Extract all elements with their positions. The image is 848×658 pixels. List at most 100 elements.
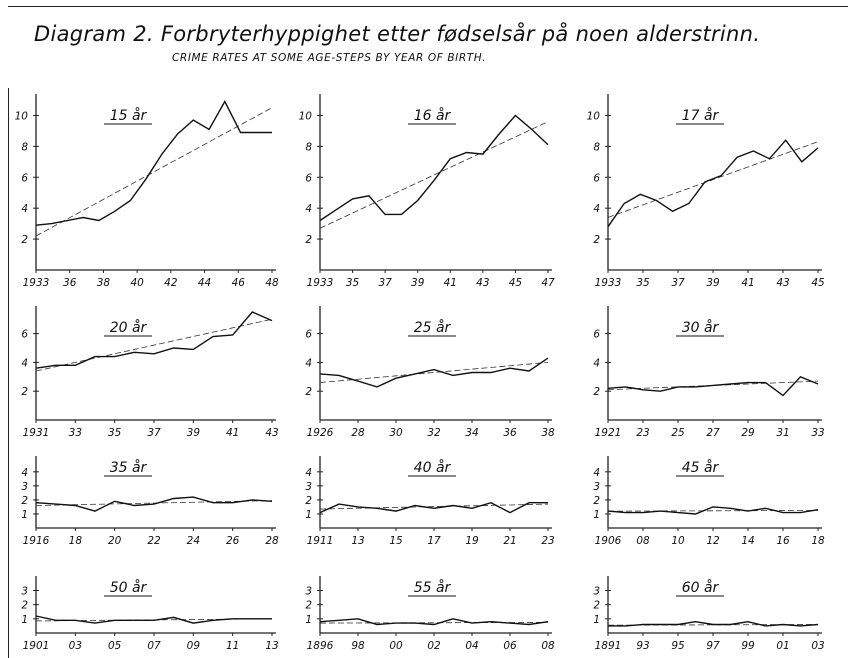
trend-line [319, 362, 549, 383]
y-tick-label: 8 [305, 141, 312, 153]
y-tick-label: 1 [593, 509, 600, 521]
x-tick-label: 25 [671, 427, 685, 439]
x-tick-label: 13 [265, 640, 278, 652]
x-tick-label: 24 [187, 535, 200, 547]
y-tick-label: 6 [305, 172, 312, 184]
panel-title: 15 år [110, 107, 148, 124]
x-tick-label: 34 [465, 427, 478, 439]
y-tick-label: 1 [593, 614, 600, 626]
x-tick-label: 40 [130, 277, 144, 289]
x-tick-label: 21 [503, 535, 516, 547]
x-tick-label: 43 [476, 277, 489, 289]
x-tick-label: 45 [509, 277, 523, 289]
panel-4: 2 4 6 1931 33 35 37 39 41 43 20 år [21, 306, 279, 439]
y-tick-label: 6 [21, 172, 28, 184]
x-tick-label: 46 [232, 277, 246, 289]
y-tick-label: 4 [593, 467, 600, 479]
x-tick-label: 01 [776, 640, 789, 652]
y-tick-label: 2 [305, 386, 312, 398]
x-tick-label: 04 [465, 640, 478, 652]
y-tick-label: 2 [21, 495, 28, 507]
x-tick-label: 43 [776, 277, 789, 289]
trend-line [607, 141, 819, 218]
x-tick-label: 37 [147, 427, 161, 439]
x-tick-label: 47 [541, 277, 555, 289]
y-tick-label: 4 [593, 357, 600, 369]
x-tick-label: 22 [147, 535, 161, 547]
y-tick-label: 1 [305, 614, 312, 626]
x-tick-label: 35 [108, 427, 122, 439]
y-tick-label: 3 [21, 586, 28, 598]
x-tick-label: 39 [411, 277, 425, 289]
x-tick-label: 41 [226, 427, 239, 439]
panel-title: 35 år [110, 459, 148, 476]
x-tick-label: 42 [164, 277, 178, 289]
panel-title: 40 år [414, 459, 452, 476]
series-line [319, 501, 548, 514]
x-tick-label: 15 [389, 535, 403, 547]
x-tick-label: 1901 [23, 640, 50, 652]
series-line [608, 620, 819, 627]
y-tick-label: 3 [305, 481, 312, 493]
x-tick-label: 36 [63, 277, 77, 289]
y-tick-label: 3 [593, 481, 600, 493]
x-tick-label: 1921 [595, 427, 622, 439]
x-tick-label: 48 [265, 277, 279, 289]
x-tick-label: 03 [69, 640, 82, 652]
y-tick-label: 4 [21, 203, 28, 215]
series-line [35, 496, 273, 512]
x-tick-label: 38 [97, 277, 111, 289]
panel-5: 2 4 6 1926 28 30 32 34 36 38 25 år [305, 306, 555, 439]
x-tick-label: 1906 [595, 535, 622, 547]
x-tick-label: 31 [776, 427, 789, 439]
x-tick-label: 23 [636, 427, 649, 439]
series-line [35, 311, 273, 369]
trend-line [35, 107, 273, 237]
x-tick-label: 93 [636, 640, 649, 652]
x-tick-label: 95 [671, 640, 685, 652]
x-tick-label: 41 [444, 277, 457, 289]
y-tick-label: 10 [587, 110, 601, 122]
y-tick-label: 4 [593, 203, 600, 215]
x-tick-label: 30 [389, 427, 403, 439]
x-tick-label: 08 [636, 535, 650, 547]
x-tick-label: 27 [706, 427, 720, 439]
x-tick-label: 37 [378, 277, 392, 289]
panel-title: 45 år [682, 459, 720, 476]
x-tick-label: 43 [265, 427, 278, 439]
y-tick-label: 4 [21, 467, 28, 479]
x-tick-label: 35 [636, 277, 650, 289]
x-tick-label: 20 [108, 535, 122, 547]
x-tick-label: 38 [541, 427, 555, 439]
y-tick-label: 2 [593, 234, 600, 246]
trend-line [35, 318, 273, 372]
x-tick-label: 37 [671, 277, 685, 289]
x-tick-label: 1891 [595, 640, 622, 652]
y-tick-label: 2 [593, 600, 600, 612]
x-tick-label: 29 [741, 427, 755, 439]
panel-10: 1 2 3 1901 03 05 07 09 11 13 50 år [21, 576, 279, 652]
x-tick-label: 07 [147, 640, 161, 652]
x-tick-label: 14 [741, 535, 754, 547]
x-tick-label: 18 [811, 535, 825, 547]
x-tick-label: 35 [346, 277, 360, 289]
x-tick-label: 1933 [23, 277, 50, 289]
trend-line [319, 503, 549, 510]
x-tick-label: 1933 [595, 277, 622, 289]
trend-line [607, 510, 819, 512]
x-tick-label: 28 [351, 427, 365, 439]
trend-line [319, 121, 549, 229]
x-tick-label: 10 [671, 535, 685, 547]
x-tick-label: 05 [108, 640, 122, 652]
x-tick-label: 98 [351, 640, 365, 652]
trend-line [607, 380, 819, 391]
y-tick-label: 1 [305, 509, 312, 521]
x-tick-label: 39 [706, 277, 720, 289]
x-tick-label: 1911 [307, 535, 334, 547]
y-tick-label: 2 [21, 600, 28, 612]
y-tick-label: 4 [305, 357, 312, 369]
x-tick-label: 23 [541, 535, 554, 547]
series-line [607, 375, 819, 397]
